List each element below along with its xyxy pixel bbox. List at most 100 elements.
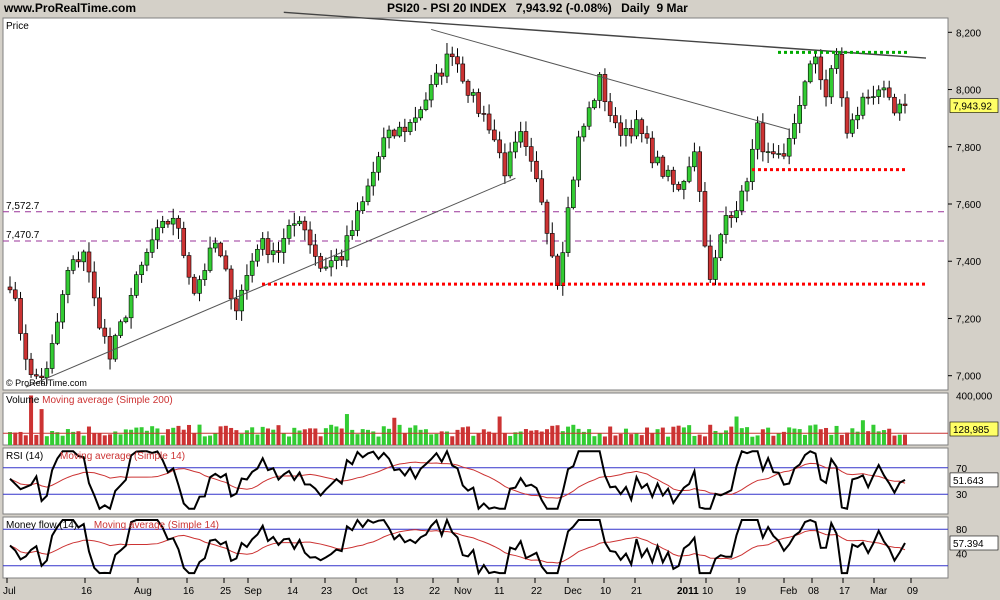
candle [376,156,381,173]
candle [797,105,803,124]
volume-bar [639,435,644,445]
candle [865,96,871,99]
volume-bar [260,426,265,445]
volume-bar [165,429,170,445]
candle [828,68,834,98]
volume-bar [487,431,492,445]
candle [602,74,608,103]
candle [886,87,892,98]
volume-bar [118,434,123,445]
x-tick-label: 17 [839,586,851,597]
volume-bar [308,428,313,445]
volume-bar [618,433,623,445]
candle [386,129,392,139]
volume-bar [650,433,655,445]
last-price-label: 7,943.92 [953,102,992,113]
volume-bar [287,436,292,445]
volume-bar [218,426,223,445]
x-tick-label: 23 [321,586,333,597]
candle [523,131,529,147]
volume-bar [502,433,507,445]
volume-bar [497,416,502,445]
candle [665,169,671,177]
candle [792,123,797,139]
volume-bar [255,434,260,445]
volume-bar [102,435,107,445]
volume-bar [144,430,149,445]
indicator-last-label: 51.643 [953,476,984,487]
volume-bar [681,427,686,445]
volume-bar [371,431,376,445]
volume-bar [313,428,318,445]
candle [423,99,429,110]
x-tick-label: Jul [3,586,16,597]
period-label: Daily 9 Mar [621,1,688,15]
price-tick-label: 7,800 [956,143,981,154]
candle [392,129,397,137]
volume-bar [713,430,718,445]
volume-bar [471,435,476,445]
candle [813,56,818,65]
candle [81,251,87,263]
candle [249,260,255,276]
volume-bar [592,436,597,445]
x-tick-label: 10 [600,586,612,597]
volume-bar [855,431,860,445]
candle [628,128,634,137]
candle [518,131,523,143]
candle [197,279,202,294]
indicator-tick-label: 70 [956,464,968,475]
candle [213,242,218,249]
volume-bar [202,436,207,445]
candle [871,96,876,98]
volume-bar [634,433,639,445]
candle [34,374,39,377]
volume-bar [550,425,555,445]
volume-bar [23,435,28,445]
volume-bar [239,433,244,445]
indicator-ma-line [9,461,906,499]
candle [297,220,302,225]
candle [618,122,624,136]
candle [260,238,266,250]
indicator-last-box [949,535,999,551]
volume-bar [429,434,434,445]
indicator-line [9,448,906,511]
volume-bar [208,435,213,445]
volume-bar [539,431,544,445]
volume-tick-label: 400,000 [956,391,993,402]
volume-bar [760,429,765,445]
candle [239,289,244,312]
volume-bar [534,430,539,445]
volume-bar [697,434,702,445]
volume-bar [155,428,160,445]
volume-bar [339,428,344,445]
volume-bar [676,425,681,445]
volume-bar [671,426,676,445]
volume-bar [197,424,202,445]
price-tick-label: 7,200 [956,314,981,325]
candle [265,238,271,255]
candle [70,259,76,271]
volume-bar [39,409,44,445]
volume-bar [529,430,534,445]
candle [544,201,550,234]
chart-title: PSI20 - PSI 20 INDEX 7,943.92 (-0.08%) D… [387,1,694,15]
volume-bar [344,414,349,445]
price-tick-label: 7,600 [956,200,981,211]
volume-bar [545,429,549,445]
candle [781,153,787,157]
volume-panel: Volume Moving average (Simple 200) [3,395,948,445]
candle [86,251,92,273]
x-tick-label: 08 [808,586,820,597]
volume-bar [276,425,281,445]
volume-bar [876,431,881,445]
volume-bar [244,430,249,445]
volume-bar [797,429,802,445]
candle [218,242,223,257]
volume-ma-title: Moving average (Simple 200) [42,395,173,406]
candle [834,53,839,69]
candle [844,97,850,134]
candle [49,343,55,369]
